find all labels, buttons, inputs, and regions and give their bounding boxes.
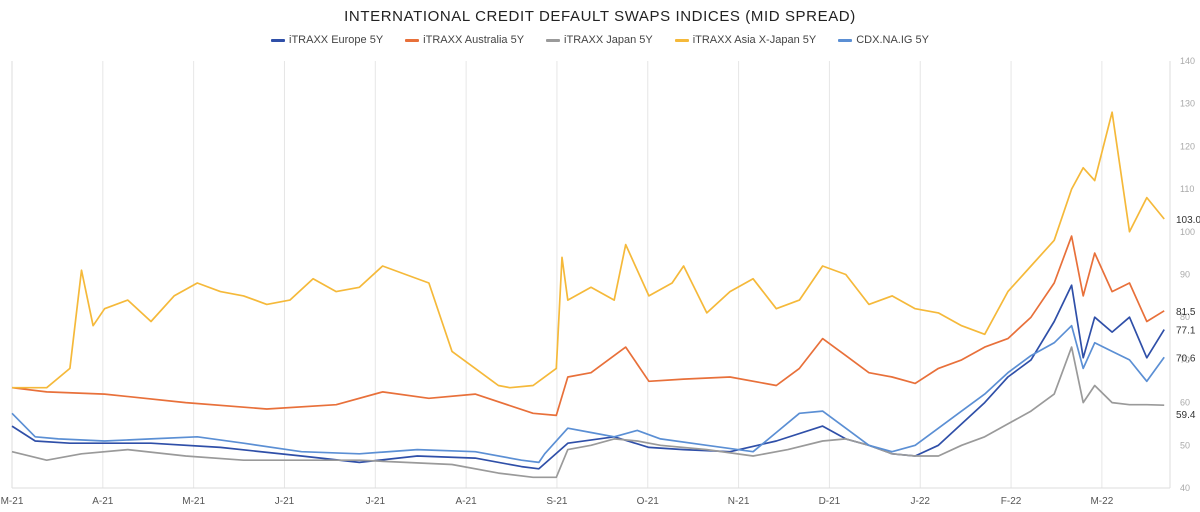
y-tick-label: 110 — [1180, 184, 1194, 194]
x-tick-label: O-21 — [637, 496, 660, 507]
y-tick-label: 90 — [1180, 270, 1190, 280]
y-tick-label: 80 — [1180, 312, 1190, 322]
x-tick-label: D-21 — [819, 496, 841, 507]
legend-label-itraxx-australia: iTRAXX Australia 5Y — [423, 34, 525, 46]
legend-item-itraxx-asia-x-japan: iTRAXX Asia X-Japan 5Y — [674, 34, 817, 46]
x-tick-label: J-21 — [366, 496, 386, 507]
series-end-label: 70.6 — [1176, 353, 1196, 364]
x-tick-label: S-21 — [546, 496, 568, 507]
x-tick-label: F-22 — [1001, 496, 1022, 507]
x-tick-label: J-22 — [911, 496, 931, 507]
legend-item-itraxx-japan: iTRAXX Japan 5Y — [546, 34, 653, 46]
x-tick-label: A-21 — [456, 496, 478, 507]
x-tick-label: A-21 — [92, 496, 114, 507]
series-line-4 — [11, 324, 1165, 464]
series-line-0 — [11, 284, 1165, 470]
x-tick-label: M-22 — [1090, 496, 1113, 507]
series-line-2 — [11, 346, 1165, 479]
y-tick-label: 40 — [1180, 483, 1190, 493]
series-end-label: 103.0 — [1176, 215, 1200, 226]
y-tick-label: 100 — [1180, 227, 1195, 237]
legend-label-cdx-na-ig: CDX.NA.IG 5Y — [856, 34, 929, 46]
series-line-1 — [11, 235, 1165, 417]
chart-title: INTERNATIONAL CREDIT DEFAULT SWAPS INDIC… — [344, 8, 856, 25]
legend-swatch-itraxx-australia — [405, 38, 420, 42]
y-tick-label: 130 — [1180, 99, 1195, 109]
x-tick-label: M-21 — [1, 496, 24, 507]
legend-swatch-cdx-na-ig — [838, 38, 853, 42]
legend-label-itraxx-europe: iTRAXX Europe 5Y — [289, 34, 384, 46]
series-end-label: 59.4 — [1176, 410, 1196, 421]
y-tick-label: 120 — [1180, 141, 1195, 151]
y-tick-label: 60 — [1180, 398, 1190, 408]
legend-label-itraxx-asia-x-japan: iTRAXX Asia X-Japan 5Y — [692, 34, 817, 46]
legend-item-itraxx-europe: iTRAXX Europe 5Y — [271, 34, 383, 46]
legend-swatch-itraxx-europe — [271, 38, 286, 42]
legend-swatch-itraxx-japan — [546, 38, 561, 42]
legend-label-itraxx-japan: iTRAXX Japan 5Y — [564, 34, 653, 46]
chart-legend: iTRAXX Europe 5Y iTRAXX Australia 5Y iTR… — [0, 34, 1200, 46]
series-line-3 — [12, 111, 1165, 389]
series-end-label: 77.1 — [1176, 326, 1196, 337]
series-end-label: 81.5 — [1176, 307, 1196, 318]
x-tick-label: N-21 — [728, 496, 750, 507]
x-tick-label: J-21 — [275, 496, 295, 507]
y-tick-label: 140 — [1180, 56, 1195, 66]
y-tick-label: 50 — [1180, 440, 1190, 450]
legend-item-itraxx-australia: iTRAXX Australia 5Y — [405, 34, 524, 46]
y-tick-label: 70 — [1180, 355, 1190, 365]
x-tick-label: M-21 — [182, 496, 205, 507]
legend-swatch-itraxx-asia-x-japan — [674, 38, 689, 42]
legend-item-cdx-na-ig: CDX.NA.IG 5Y — [838, 34, 929, 46]
